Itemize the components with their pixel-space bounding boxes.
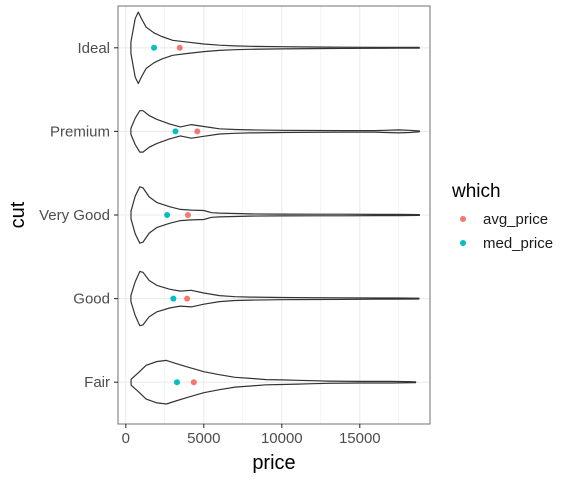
violins: [130, 11, 420, 405]
avg_price-point: [194, 128, 201, 135]
y-tick-label: Premium: [50, 123, 110, 140]
violin-fair: [130, 359, 417, 405]
avg_price-point: [176, 44, 183, 51]
legend-key: [460, 240, 466, 246]
violin-premium: [130, 110, 420, 153]
x-tick-label: 15000: [339, 430, 381, 447]
y-tick-label: Fair: [84, 374, 110, 391]
x-tick-label: 10000: [261, 430, 303, 447]
x-axis-title: price: [252, 452, 295, 474]
y-axis-title: cut: [7, 201, 29, 228]
legend-key: [460, 216, 466, 222]
med_price-point: [172, 128, 179, 135]
y-tick-label: Ideal: [77, 40, 110, 57]
y-axis-ticks: Ideal Premium Very Good Good Fair: [39, 40, 118, 391]
legend-label: med_price: [483, 235, 553, 252]
avg_price-point: [190, 379, 197, 386]
legend-title: which: [451, 181, 501, 202]
violin-good: [130, 270, 420, 327]
med_price-point: [151, 44, 158, 51]
points: [151, 44, 201, 386]
avg_price-point: [184, 295, 191, 302]
violin-ideal: [130, 11, 420, 85]
legend: which avg_price med_price: [451, 181, 553, 252]
med_price-point: [173, 379, 180, 386]
y-tick-label: Good: [73, 291, 110, 308]
x-tick-label: 0: [122, 430, 130, 447]
med_price-point: [170, 295, 177, 302]
violin-very-good: [130, 186, 420, 244]
x-tick-label: 5000: [187, 430, 220, 447]
legend-entries: avg_price med_price: [460, 211, 553, 252]
grid: [118, 6, 430, 424]
legend-label: avg_price: [483, 211, 548, 228]
med_price-point: [164, 212, 171, 218]
x-axis-ticks: 0 5000 10000 15000: [122, 424, 381, 447]
avg_price-point: [184, 212, 191, 218]
y-tick-label: Very Good: [39, 207, 110, 224]
